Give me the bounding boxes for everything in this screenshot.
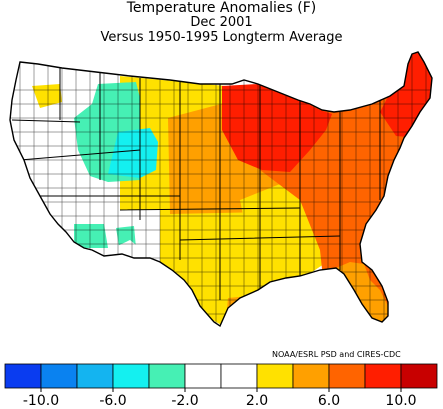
- scale-bin: [256, 363, 294, 389]
- map-baseline: Versus 1950-1995 Longterm Average: [100, 30, 343, 45]
- state-lines: [11, 68, 381, 300]
- region-wyoming-colorado: [108, 128, 158, 178]
- us-anomaly-map: [9, 51, 433, 327]
- scale-bin: [400, 363, 438, 389]
- scale-bin: [292, 363, 330, 389]
- scale-tick-label: -2.0: [171, 393, 198, 409]
- scale-tick-label: 6.0: [318, 393, 340, 409]
- map-period: Dec 2001: [190, 15, 253, 30]
- scale-bin: [40, 363, 78, 389]
- region-upper-midwest: [222, 84, 332, 172]
- region-florida: [336, 262, 390, 326]
- scale-bin: [184, 363, 222, 389]
- scale-bin: [220, 363, 258, 389]
- scale-bin: [76, 363, 114, 389]
- credit-label: NOAA/ESRL PSD and CIRES-CDC: [272, 350, 401, 359]
- color-scale: -10.0 -6.0 -2.0 2.0 6.0 10.0: [4, 363, 438, 409]
- scale-bin: [4, 363, 42, 389]
- map-title: Temperature Anomalies (F): [126, 0, 317, 16]
- scale-tick-label: -10.0: [23, 393, 59, 409]
- scale-tick-label: 10.0: [385, 393, 416, 409]
- scale-tick-label: -6.0: [99, 393, 126, 409]
- scale-bin: [328, 363, 366, 389]
- scale-bin: [148, 363, 186, 389]
- scale-tick-label: 2.0: [246, 393, 268, 409]
- scale-bin: [364, 363, 402, 389]
- scale-bin: [112, 363, 150, 389]
